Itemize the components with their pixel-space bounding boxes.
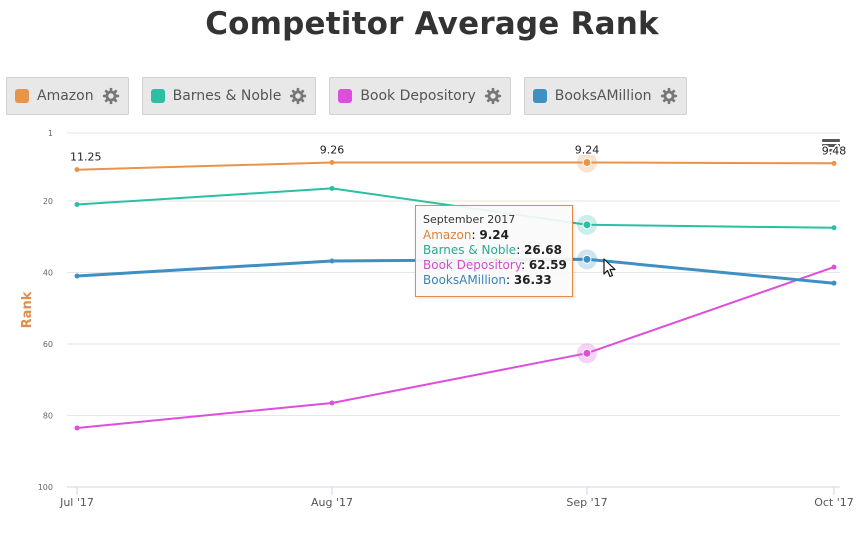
series-line bbox=[76, 161, 835, 171]
tooltip-row-amazon: Amazon: 9.24 bbox=[423, 228, 509, 242]
data-point bbox=[582, 157, 592, 167]
tooltip-row-barnes-noble: Barnes & Noble: 26.68 bbox=[423, 243, 563, 257]
gear-icon[interactable] bbox=[660, 87, 678, 105]
booksamillion-swatch-icon bbox=[532, 89, 547, 103]
y-tick-label: 80 bbox=[43, 411, 53, 420]
legend: Amazon Barnes & Noble Book Depository Bo… bbox=[6, 77, 687, 117]
legend-label: Book Depository bbox=[360, 88, 476, 104]
tooltip-series-name: BooksAMillion bbox=[423, 273, 506, 287]
y-axis-title: Rank bbox=[20, 291, 35, 328]
legend-item-amazon[interactable]: Amazon bbox=[6, 77, 129, 115]
tooltip-series-value: 26.68 bbox=[524, 243, 563, 257]
tooltip-series-value: 36.33 bbox=[513, 273, 552, 287]
data-label: 9.48 bbox=[822, 144, 847, 157]
hamburger-menu-icon[interactable] bbox=[822, 139, 840, 153]
tooltip-header: September 2017 bbox=[423, 213, 516, 226]
x-tick-label: Oct '17 bbox=[814, 496, 854, 509]
tooltip-row-book-depository: Book Depository: 62.59 bbox=[423, 258, 567, 272]
amazon-swatch-icon bbox=[15, 89, 29, 103]
data-label: 11.25 bbox=[70, 151, 102, 164]
data-label: 9.24 bbox=[575, 143, 600, 156]
x-tick-label: Sep '17 bbox=[566, 496, 607, 509]
gear-icon[interactable] bbox=[289, 87, 307, 105]
data-point bbox=[74, 167, 80, 173]
mouse-cursor-icon bbox=[603, 258, 616, 278]
data-point bbox=[831, 264, 837, 270]
gear-icon[interactable] bbox=[102, 87, 120, 105]
data-point bbox=[831, 280, 837, 286]
legend-label: Amazon bbox=[37, 88, 94, 104]
legend-item-book-depository[interactable]: Book Depository bbox=[329, 77, 511, 115]
y-tick-label: 40 bbox=[43, 268, 53, 277]
y-tick-label: 60 bbox=[43, 340, 53, 349]
data-point bbox=[329, 400, 335, 406]
legend-label: Barnes & Noble bbox=[172, 88, 282, 104]
data-point bbox=[74, 202, 80, 208]
tooltip-series-value: 62.59 bbox=[528, 258, 567, 272]
data-point bbox=[582, 254, 592, 264]
y-tick-label: 1 bbox=[48, 129, 53, 138]
data-point bbox=[582, 220, 592, 230]
tooltip-row-booksamillion: BooksAMillion: 36.33 bbox=[423, 273, 552, 287]
x-tick-label: Jul '17 bbox=[59, 496, 94, 509]
data-point bbox=[329, 258, 335, 264]
y-tick-label: 100 bbox=[38, 483, 53, 492]
legend-item-barnes-noble[interactable]: Barnes & Noble bbox=[141, 77, 317, 115]
tooltip-series-name: Barnes & Noble bbox=[423, 243, 517, 257]
barnes-noble-swatch-icon bbox=[150, 89, 165, 103]
chart-tooltip: September 2017 Amazon: 9.24 Barnes & Nob… bbox=[415, 205, 573, 297]
book-depository-swatch-icon bbox=[338, 89, 353, 103]
series-line bbox=[76, 266, 835, 429]
tooltip-series-name: Book Depository bbox=[423, 258, 522, 272]
data-point bbox=[329, 185, 335, 191]
data-point bbox=[831, 160, 837, 166]
tooltip-series-value: 9.24 bbox=[479, 228, 509, 242]
tooltip-series-name: Amazon bbox=[423, 228, 472, 242]
data-point bbox=[831, 225, 837, 231]
data-point bbox=[74, 425, 80, 431]
chart-title: Competitor Average Rank bbox=[205, 6, 659, 42]
data-point bbox=[329, 160, 335, 166]
legend-label: BooksAMillion bbox=[554, 88, 652, 104]
data-point bbox=[582, 348, 592, 358]
data-point bbox=[74, 273, 80, 279]
data-label: 9.26 bbox=[320, 144, 345, 157]
y-tick-label: 20 bbox=[43, 197, 53, 206]
legend-item-booksamillion[interactable]: BooksAMillion bbox=[523, 77, 687, 115]
x-tick-label: Aug '17 bbox=[311, 496, 353, 509]
gear-icon[interactable] bbox=[484, 87, 502, 105]
